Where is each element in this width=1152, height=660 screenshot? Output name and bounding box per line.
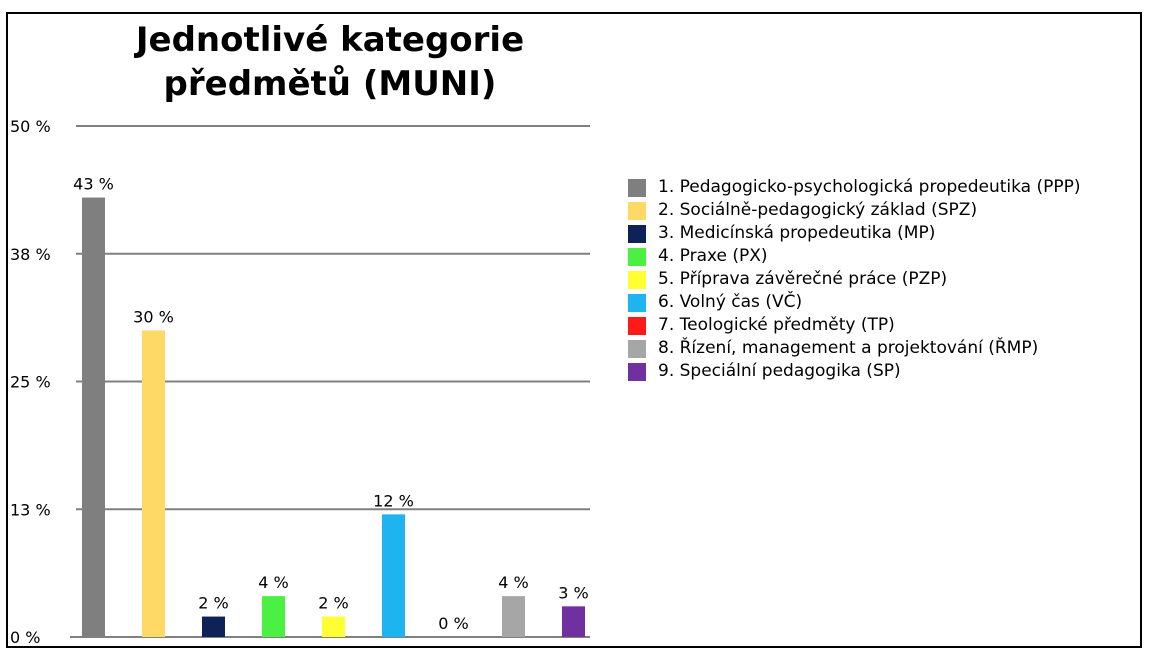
legend-label: 1. Pedagogicko-psychologická propedeutik… xyxy=(658,177,1081,197)
legend-label: 2. Sociálně-pedagogický základ (SPZ) xyxy=(658,200,978,220)
legend-item: 6. Volný čas (VČ) xyxy=(628,291,1081,314)
y-tick-label: 13 % xyxy=(10,500,51,519)
bar xyxy=(142,330,165,637)
legend-item: 7. Teologické předměty (TP) xyxy=(628,314,1081,337)
legend-swatch xyxy=(628,224,646,243)
legend-item: 5. Příprava závěrečné práce (PZP) xyxy=(628,268,1081,291)
chart-frame xyxy=(6,12,1142,648)
bar xyxy=(262,596,285,637)
bar xyxy=(382,514,405,637)
bar xyxy=(82,197,105,638)
legend-item: 9. Speciální pedagogika (SP) xyxy=(628,360,1081,383)
legend-swatch xyxy=(628,316,646,335)
chart-legend: 1. Pedagogicko-psychologická propedeutik… xyxy=(628,176,1081,383)
bar xyxy=(202,616,225,637)
legend-label: 4. Praxe (PX) xyxy=(658,246,768,266)
legend-swatch xyxy=(628,270,646,289)
bar xyxy=(322,616,345,637)
chart-title: Jednotlivé kategorie předmětů (MUNI) xyxy=(135,20,525,104)
data-label: 3 % xyxy=(558,583,588,602)
data-label: 43 % xyxy=(73,175,114,194)
legend-label: 7. Teologické předměty (TP) xyxy=(658,315,895,335)
y-tick-label: 38 % xyxy=(10,245,51,264)
legend-item: 2. Sociálně-pedagogický základ (SPZ) xyxy=(628,199,1081,222)
legend-label: 6. Volný čas (VČ) xyxy=(658,292,803,312)
y-tick-label: 50 % xyxy=(10,117,51,136)
legend-label: 5. Příprava závěrečné práce (PZP) xyxy=(658,269,948,289)
legend-label: 8. Řízení, management a projektování (ŘM… xyxy=(658,338,1039,358)
y-tick-label: 25 % xyxy=(10,373,51,392)
data-label: 4 % xyxy=(258,573,288,592)
legend-item: 8. Řízení, management a projektování (ŘM… xyxy=(628,337,1081,360)
legend-label: 3. Medicínská propedeutika (MP) xyxy=(658,223,936,243)
y-tick-label: 0 % xyxy=(10,628,40,647)
data-label: 2 % xyxy=(318,594,348,613)
legend-swatch xyxy=(628,247,646,266)
data-label: 12 % xyxy=(373,491,414,510)
data-label: 4 % xyxy=(498,573,528,592)
legend-swatch xyxy=(628,201,646,220)
bar-chart-plot: 0 % 13 % 25 % 38 % 50 % 43 % 30 % 2 % 4 % 2 % 12 %… xyxy=(10,117,590,647)
data-label: 30 % xyxy=(133,307,174,326)
legend-swatch xyxy=(628,293,646,312)
legend-item: 1. Pedagogicko-psychologická propedeutik… xyxy=(628,176,1081,199)
data-label: 2 % xyxy=(198,594,228,613)
legend-item: 4. Praxe (PX) xyxy=(628,245,1081,268)
legend-label: 9. Speciální pedagogika (SP) xyxy=(658,361,901,381)
legend-item: 3. Medicínská propedeutika (MP) xyxy=(628,222,1081,245)
legend-swatch xyxy=(628,362,646,381)
bar xyxy=(562,606,585,637)
bar xyxy=(502,596,525,637)
legend-swatch xyxy=(628,178,646,197)
legend-swatch xyxy=(628,339,646,358)
data-label: 0 % xyxy=(438,614,468,633)
